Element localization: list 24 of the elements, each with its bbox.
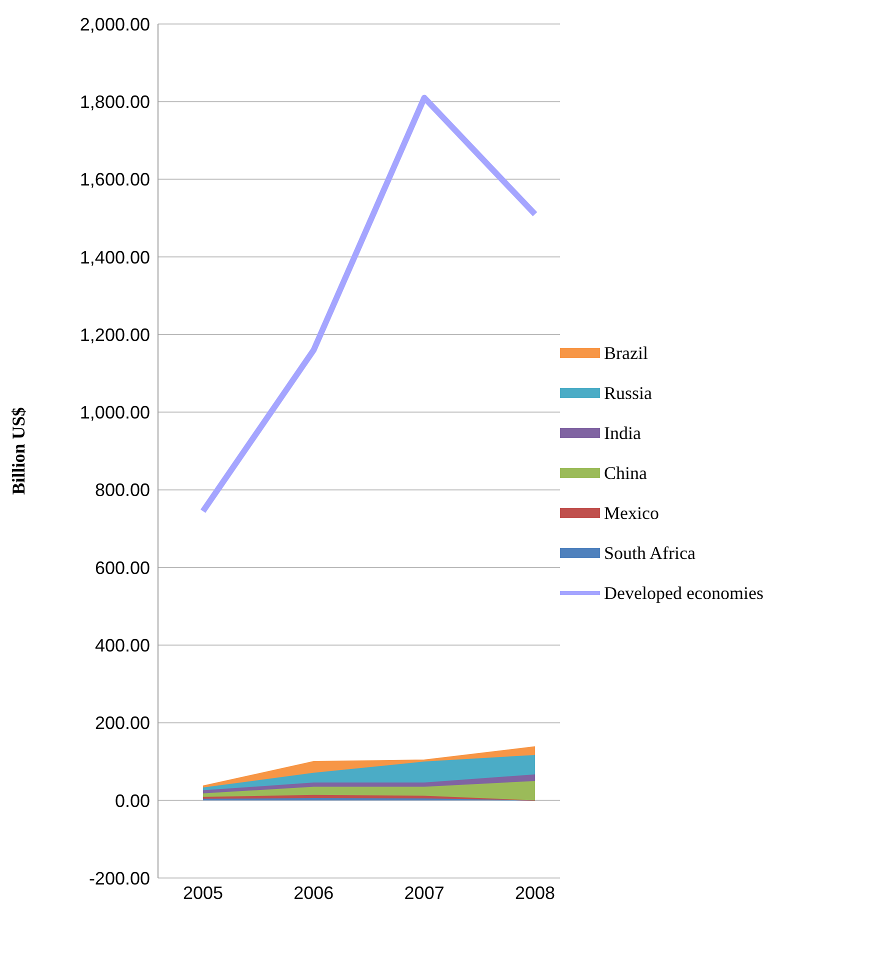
legend-label: Developed economies [604, 582, 764, 604]
legend-label: Brazil [604, 342, 648, 364]
y-tick-label: 1,200.00 [80, 324, 150, 345]
legend-label: China [604, 462, 647, 484]
y-tick-label: 0.00 [114, 790, 150, 811]
y-tick-label: 1,800.00 [80, 92, 150, 112]
legend-label: South Africa [604, 542, 696, 564]
y-tick-label: 600.00 [94, 558, 150, 578]
y-tick-label: 200.00 [94, 713, 150, 734]
x-tick-label: 2008 [514, 882, 556, 903]
x-tick-label: 2005 [182, 882, 224, 903]
y-tick-label: -200.00 [88, 868, 150, 888]
y-axis-title: Billion US$ [8, 407, 28, 495]
legend-label: Russia [604, 382, 652, 404]
y-tick-label: 2,000.00 [80, 14, 150, 34]
legend-label: Mexico [604, 502, 659, 524]
y-tick-label: 400.00 [94, 635, 150, 656]
x-tick-label: 2006 [294, 882, 334, 903]
y-tick-label: 800.00 [94, 480, 150, 500]
y-tick-label: 1,600.00 [80, 170, 150, 190]
x-tick-label: 2007 [404, 882, 444, 903]
legend-label: India [604, 422, 641, 444]
y-tick-label: 1,400.00 [80, 247, 150, 268]
y-tick-label: 1,000.00 [80, 402, 150, 423]
